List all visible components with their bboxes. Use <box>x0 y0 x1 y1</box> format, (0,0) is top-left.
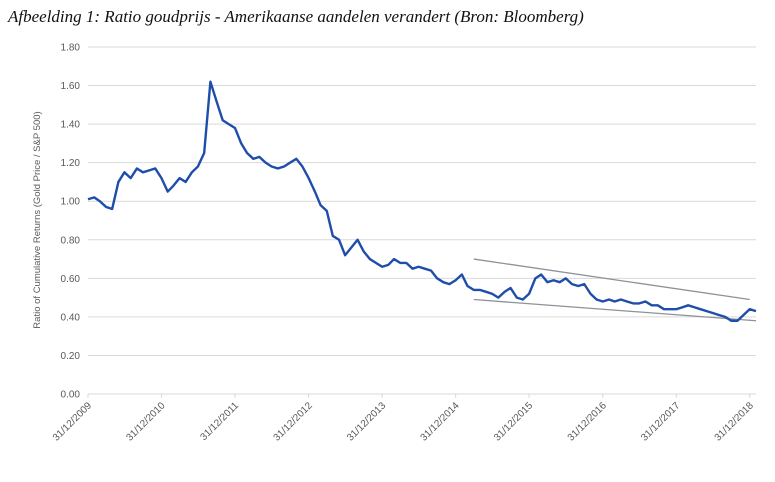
data-line <box>87 80 757 322</box>
x-tick-label: 31/12/2009 <box>51 400 94 443</box>
y-axis-label: Ratio of Cumulative Returns (Gold Price … <box>32 111 43 328</box>
y-tick-label: 0.80 <box>61 235 81 246</box>
x-tick-label: 31/12/2015 <box>492 400 535 443</box>
x-tick-label: 31/12/2013 <box>345 400 388 443</box>
x-tick-label: 31/12/2014 <box>419 400 462 443</box>
y-tick-label: 1.80 <box>61 43 81 54</box>
y-tick-label: 0.40 <box>61 312 81 323</box>
y-tick-label: 0.60 <box>61 274 81 285</box>
y-tick-label: 1.00 <box>61 197 81 208</box>
y-tick-label: 1.40 <box>61 120 81 131</box>
trend-line <box>473 298 757 322</box>
x-tick-label: 31/12/2012 <box>272 400 315 443</box>
y-tick-label: 0.20 <box>61 351 81 362</box>
x-tick-label: 31/12/2010 <box>124 400 167 443</box>
x-tick-label: 31/12/2011 <box>198 400 241 443</box>
y-tick-label: 1.60 <box>61 81 81 92</box>
x-tick-label: 31/12/2018 <box>713 400 756 443</box>
y-tick-label: 0.00 <box>61 390 81 401</box>
x-tick-label: 31/12/2017 <box>639 400 682 443</box>
chart-title: Afbeelding 1: Ratio goudprijs - Amerikaa… <box>7 7 584 26</box>
y-tick-label: 1.20 <box>61 158 81 169</box>
x-tick-label: 31/12/2016 <box>566 400 609 443</box>
trend-line <box>473 258 750 301</box>
